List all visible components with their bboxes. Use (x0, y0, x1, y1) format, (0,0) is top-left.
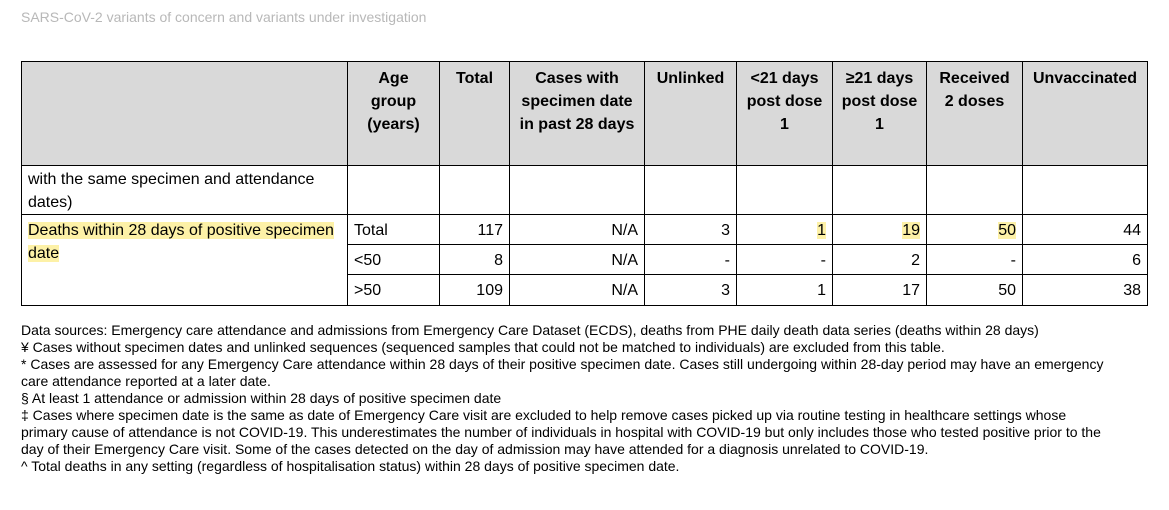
cases-cell: N/A (509, 274, 645, 306)
age-cell: >50 (347, 274, 440, 306)
total-cell: 109 (439, 274, 510, 306)
table-cell (1022, 165, 1148, 215)
continuation-label: with the same specimen and attendance da… (21, 165, 348, 215)
unlinked-cell: - (644, 244, 737, 275)
table-cell (736, 165, 833, 215)
ge21-cell: 17 (832, 274, 927, 306)
age-cell: <50 (347, 244, 440, 275)
lt21-cell: - (736, 244, 833, 275)
header-age-group: Age group (years) (347, 61, 440, 166)
total-cell: 8 (439, 244, 510, 275)
age-cell: Total (347, 214, 440, 245)
table-row: >50 109 N/A 3 1 17 50 38 (22, 274, 1148, 306)
lt21-cell: 1 (736, 214, 833, 245)
header-received-2-doses: Received 2 doses (926, 61, 1023, 166)
header-cases-with-specimen: Cases with specimen date in past 28 days (509, 61, 645, 166)
table-cell (926, 165, 1023, 215)
header-unlinked: Unlinked (644, 61, 737, 166)
cases-cell: N/A (509, 244, 645, 275)
ge21-cell: 19 (832, 214, 927, 245)
header-total: Total (439, 61, 510, 166)
header-unvaccinated: Unvaccinated (1022, 61, 1148, 166)
variants-table: Age group (years) Total Cases with speci… (21, 61, 1148, 306)
table-cell (644, 165, 737, 215)
header-category (21, 61, 348, 166)
footnote: * Cases are assessed for any Emergency C… (21, 356, 1104, 389)
total-cell: 117 (439, 214, 510, 245)
table-row: Deaths within 28 days of positive specim… (21, 214, 1148, 306)
footnotes: Data sources: Emergency care attendance … (21, 322, 1111, 475)
cases-cell: N/A (509, 214, 645, 245)
unlinked-cell: 3 (644, 214, 737, 245)
deaths-section-label: Deaths within 28 days of positive specim… (21, 214, 348, 306)
footnote: ¥ Cases without specimen dates and unlin… (21, 339, 945, 355)
footnote: ‡ Cases where specimen date is the same … (21, 407, 1101, 457)
lt21-cell: 1 (736, 274, 833, 306)
table-row: <50 8 N/A - - 2 - 6 (22, 244, 1148, 275)
continuation-row: with the same specimen and attendance da… (21, 165, 1148, 215)
header-ge21-days: ≥21 days post dose 1 (832, 61, 927, 166)
unvaccinated-cell: 6 (1022, 244, 1148, 275)
unvaccinated-cell: 44 (1022, 214, 1148, 245)
header-lt21-days: <21 days post dose 1 (736, 61, 833, 166)
table-cell (347, 165, 440, 215)
footnote: § At least 1 attendance or admission wit… (21, 390, 502, 406)
footnote: Data sources: Emergency care attendance … (21, 322, 1039, 338)
table-cell (832, 165, 927, 215)
unvaccinated-cell: 38 (1022, 274, 1148, 306)
header-row: Age group (years) Total Cases with speci… (21, 61, 1148, 166)
table-cell (509, 165, 645, 215)
ge21-cell: 2 (832, 244, 927, 275)
received2-cell: 50 (926, 214, 1023, 245)
table-cell (439, 165, 510, 215)
received2-cell: 50 (926, 274, 1023, 306)
unlinked-cell: 3 (644, 274, 737, 306)
footnote: ^ Total deaths in any setting (regardles… (21, 458, 680, 474)
page-title: SARS-CoV-2 variants of concern and varia… (21, 9, 427, 25)
received2-cell: - (926, 244, 1023, 275)
